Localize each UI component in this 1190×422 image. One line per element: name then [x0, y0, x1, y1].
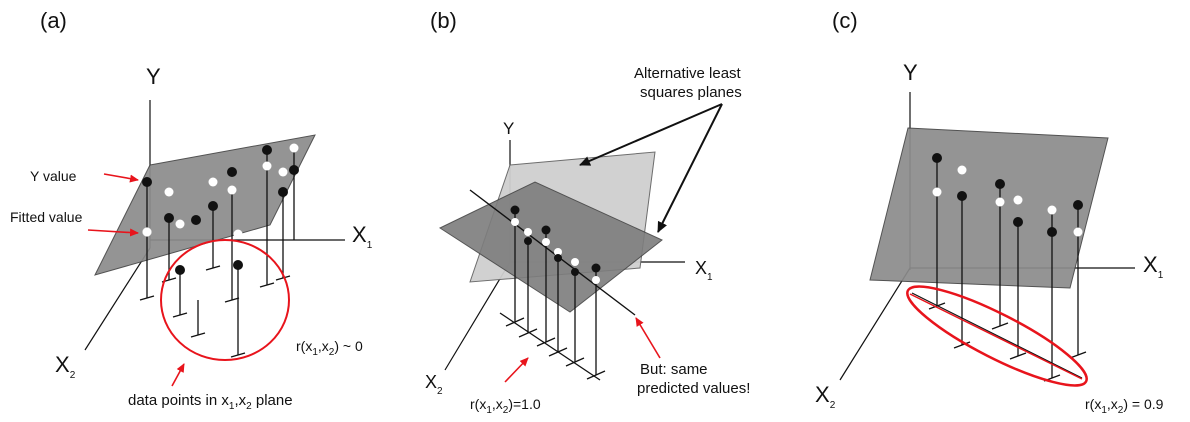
- panel-b-label: (b): [430, 8, 457, 33]
- panel-a-data-points-arrow: [171, 363, 185, 387]
- panel-c: (c): [815, 8, 1164, 416]
- panel-b-data-line: [499, 312, 601, 381]
- panel-b-same-line2: predicted values!: [637, 380, 750, 397]
- panel-a-points-ellipse: [160, 239, 290, 361]
- panel-a-y-value-label: Y value: [30, 168, 77, 184]
- panel-c-x2-label: X2: [815, 382, 836, 411]
- panel-c-y-label: Y: [903, 60, 918, 85]
- panel-a-drop-lines: [146, 148, 295, 355]
- panel-a: (a): [10, 8, 373, 412]
- panel-b-alt-arrow-2: [657, 103, 723, 233]
- panel-a-x2-label: X2: [55, 352, 76, 381]
- panel-b-correlation: r(x1,x2)=1.0: [470, 396, 541, 416]
- panel-b-intersection-line: [469, 189, 636, 316]
- panel-a-x1-label: X1: [352, 222, 373, 251]
- panel-b-points: [510, 205, 601, 284]
- panel-b-plane-dark: [438, 181, 663, 313]
- panel-a-y-label: Y: [146, 64, 161, 89]
- panel-b-alt-planes-line2: squares planes: [640, 84, 742, 101]
- panel-a-correlation: r(x1,x2) ~ 0: [296, 338, 363, 358]
- panel-c-points: [932, 153, 1083, 237]
- panel-b-x1-label: X1: [695, 258, 713, 283]
- panel-c-x1-label: X1: [1143, 252, 1164, 281]
- panel-b-alt-arrow-1: [579, 103, 723, 166]
- panel-a-x2-axis: [84, 247, 151, 351]
- panel-b-correlation-arrow: [504, 357, 529, 383]
- panel-a-label: (a): [40, 8, 67, 33]
- panel-a-y-value-arrow: [103, 173, 139, 183]
- panel-c-data-line: [911, 292, 1083, 379]
- panel-a-points: [142, 143, 299, 275]
- panel-a-fitted-plane: [94, 134, 316, 276]
- panel-b-y-label: Y: [503, 119, 514, 138]
- panel-a-fitted-value-arrow: [87, 228, 139, 237]
- panel-a-ticks: [139, 265, 291, 358]
- panel-c-fitted-plane: [869, 127, 1109, 289]
- panel-b-alt-planes-line1: Alternative least: [634, 65, 742, 82]
- panel-b-same-arrow: [635, 317, 661, 359]
- panel-c-x2-axis: [839, 267, 911, 381]
- panel-b-x2-label: X2: [425, 372, 443, 397]
- panel-a-data-points-label: data points in x1,x2 plane: [128, 392, 293, 412]
- panel-c-label: (c): [832, 8, 858, 33]
- panel-c-correlation: r(x1,x2) = 0.9: [1085, 396, 1164, 416]
- panel-c-points-ellipse: [906, 285, 1088, 387]
- panel-b-drop-lines: [514, 210, 597, 375]
- panel-a-fitted-value-label: Fitted value: [10, 209, 83, 225]
- panel-c-red-axis: [909, 293, 1083, 380]
- panel-b-same-line1: But: same: [640, 361, 708, 378]
- panel-b: (b): [425, 8, 750, 416]
- panel-b-ticks: [505, 317, 606, 380]
